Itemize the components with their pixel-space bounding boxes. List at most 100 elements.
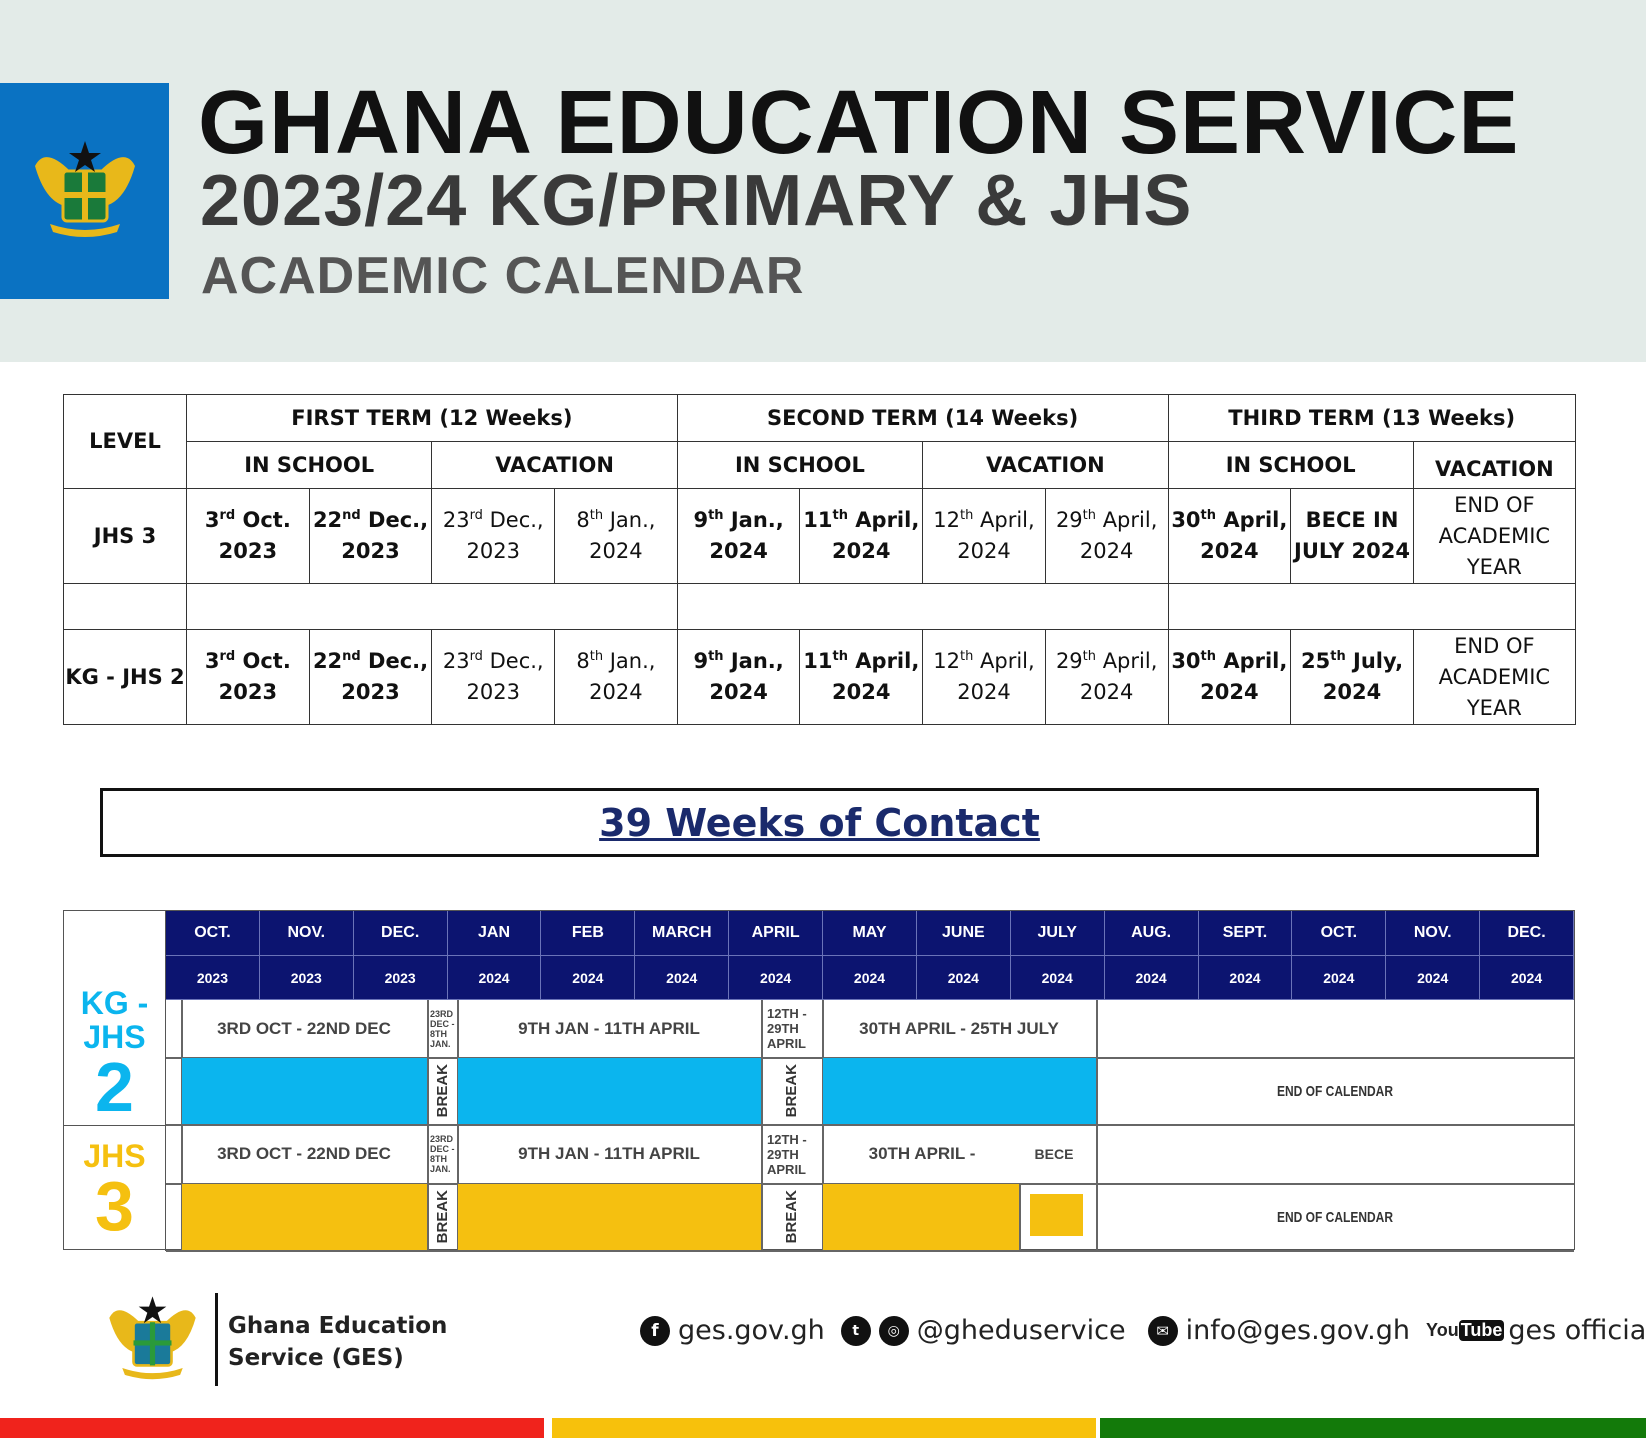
year-header: 2024 bbox=[447, 956, 542, 1000]
empty-cell bbox=[186, 583, 678, 630]
col-divider bbox=[457, 1125, 459, 1251]
empty-cell bbox=[63, 583, 187, 630]
date-month: Jan., bbox=[603, 508, 656, 532]
level-label-number: 2 bbox=[95, 1048, 134, 1126]
date-month: April, bbox=[1096, 508, 1158, 532]
row-divider bbox=[166, 1124, 1574, 1126]
level-label: KG - JHS 2 bbox=[64, 911, 166, 1125]
sub-header: VACATION bbox=[1412, 441, 1576, 489]
page-subtitle-2: ACADEMIC CALENDAR bbox=[201, 247, 805, 305]
date-year: JULY 2024 bbox=[1294, 539, 1410, 563]
date-year: 2024 bbox=[1322, 680, 1382, 704]
year-header: 2024 bbox=[1010, 956, 1105, 1000]
term1-bar bbox=[182, 1184, 427, 1250]
date-day: 22 bbox=[312, 508, 343, 532]
third-term-header: THIRD TERM (13 Weeks) bbox=[1167, 394, 1576, 442]
date-cell: 22nd Dec., 2023 bbox=[308, 488, 433, 584]
date-day: 11 bbox=[803, 649, 833, 673]
date-year: 2024 bbox=[1200, 680, 1259, 704]
month-header: MAY bbox=[823, 911, 917, 956]
break1-label: 23RD DEC - 8TH JAN. bbox=[430, 1008, 455, 1049]
year-header: 2023 bbox=[259, 956, 354, 1000]
social-handle-link[interactable]: @gheduservice bbox=[916, 1315, 1126, 1346]
website-link[interactable]: ges.gov.gh bbox=[678, 1315, 825, 1346]
level-label-line2: JHS bbox=[83, 1137, 146, 1174]
first-term-header: FIRST TERM (12 Weeks) bbox=[186, 394, 678, 442]
date-month: Dec., bbox=[482, 649, 544, 673]
date-year: 2023 bbox=[341, 539, 400, 563]
date-year: 2023 bbox=[218, 539, 278, 563]
date-suffix: rd bbox=[219, 508, 236, 523]
date-suffix: th bbox=[589, 508, 604, 523]
date-day: 23 bbox=[442, 649, 470, 673]
org-name-line2: Service (GES) bbox=[228, 1345, 404, 1371]
break1-vertical-label: BREAK bbox=[427, 1057, 457, 1125]
break-label: BREAK bbox=[783, 1064, 800, 1118]
date-month: April, bbox=[847, 508, 920, 532]
flag-bar bbox=[552, 1418, 1096, 1438]
date-year: 2024 bbox=[589, 539, 643, 563]
date-day: 29 bbox=[1055, 508, 1083, 532]
date-year: 2023 bbox=[466, 680, 520, 704]
bece-bar bbox=[1030, 1194, 1083, 1236]
year-header: 2024 bbox=[1198, 956, 1293, 1000]
date-year: 2024 bbox=[957, 539, 1011, 563]
year-header: 2024 bbox=[1104, 956, 1199, 1000]
year-header: 2023 bbox=[166, 956, 260, 1000]
date-year: 2023 bbox=[341, 680, 400, 704]
term3-label: 30TH APRIL - 25TH JULY bbox=[859, 1018, 1059, 1038]
date-cell: 30th April, 2024 bbox=[1167, 488, 1292, 584]
date-suffix: th bbox=[1330, 649, 1346, 664]
year-header: 2024 bbox=[729, 956, 824, 1000]
date-day: 3 bbox=[204, 508, 220, 532]
email-link[interactable]: info@ges.gov.gh bbox=[1185, 1315, 1411, 1346]
term2-label: 9TH JAN - 11TH APRIL bbox=[518, 1144, 700, 1163]
youtube-link[interactable]: ges official bbox=[1508, 1315, 1646, 1346]
col-divider bbox=[822, 1125, 824, 1251]
date-month: Jan., bbox=[723, 649, 784, 673]
org-name-line1: Ghana Education bbox=[228, 1313, 448, 1339]
month-header: NOV. bbox=[1386, 911, 1481, 956]
year-header: 2024 bbox=[541, 956, 636, 1000]
date-month: Dec., bbox=[360, 649, 429, 673]
date-cell: 23rd Dec., 2023 bbox=[431, 488, 556, 584]
date-year: 2024 bbox=[832, 680, 891, 704]
date-month: April, bbox=[1216, 508, 1288, 532]
date-cell: 12th April, 2024 bbox=[922, 488, 1046, 584]
contact-weeks-text: 39 Weeks of Contact bbox=[599, 800, 1040, 845]
term3-label: 30TH APRIL - bbox=[868, 1144, 976, 1163]
col-divider bbox=[1096, 1000, 1098, 1125]
vacation-cell: END OF ACADEMIC YEAR bbox=[1412, 629, 1576, 725]
date-month: April, bbox=[1216, 649, 1288, 673]
org-name: Ghana Education Service (GES) bbox=[228, 1310, 447, 1374]
facebook-icon: f bbox=[640, 1315, 670, 1346]
level-cell: KG - JHS 2 bbox=[63, 629, 187, 725]
date-month: April, bbox=[847, 649, 920, 673]
end-of-calendar-label: END OF CALENDAR bbox=[1277, 1208, 1393, 1226]
date-suffix: th bbox=[1082, 508, 1097, 523]
date-cell: 11th April, 2024 bbox=[799, 629, 924, 725]
date-suffix: th bbox=[959, 508, 974, 523]
date-month: April, bbox=[973, 508, 1035, 532]
email-icon: ✉ bbox=[1147, 1315, 1178, 1346]
vacation-cell: END OF ACADEMIC YEAR bbox=[1412, 488, 1576, 584]
empty-cell bbox=[1167, 583, 1576, 630]
date-year: 2024 bbox=[709, 680, 768, 704]
date-suffix: th bbox=[708, 508, 724, 523]
date-suffix: th bbox=[589, 649, 604, 664]
date-day: 8 bbox=[576, 649, 590, 673]
date-cell: 9th Jan., 2024 bbox=[676, 488, 801, 584]
date-suffix: rd bbox=[219, 649, 236, 664]
date-suffix: th bbox=[832, 508, 848, 523]
term-table: LEVEL FIRST TERM (12 Weeks) SECOND TERM … bbox=[63, 394, 1576, 725]
date-day: 12 bbox=[933, 649, 960, 673]
month-header: FEB bbox=[541, 911, 636, 956]
year-header: 2024 bbox=[1386, 956, 1481, 1000]
sub-header: VACATION bbox=[922, 441, 1169, 489]
vacation-text: YEAR bbox=[1466, 554, 1522, 579]
date-day: 23 bbox=[442, 508, 470, 532]
logo-box bbox=[0, 83, 169, 299]
date-cell: 11th April, 2024 bbox=[799, 488, 924, 584]
month-header: DEC. bbox=[353, 911, 448, 956]
month-header: JUNE bbox=[916, 911, 1011, 956]
